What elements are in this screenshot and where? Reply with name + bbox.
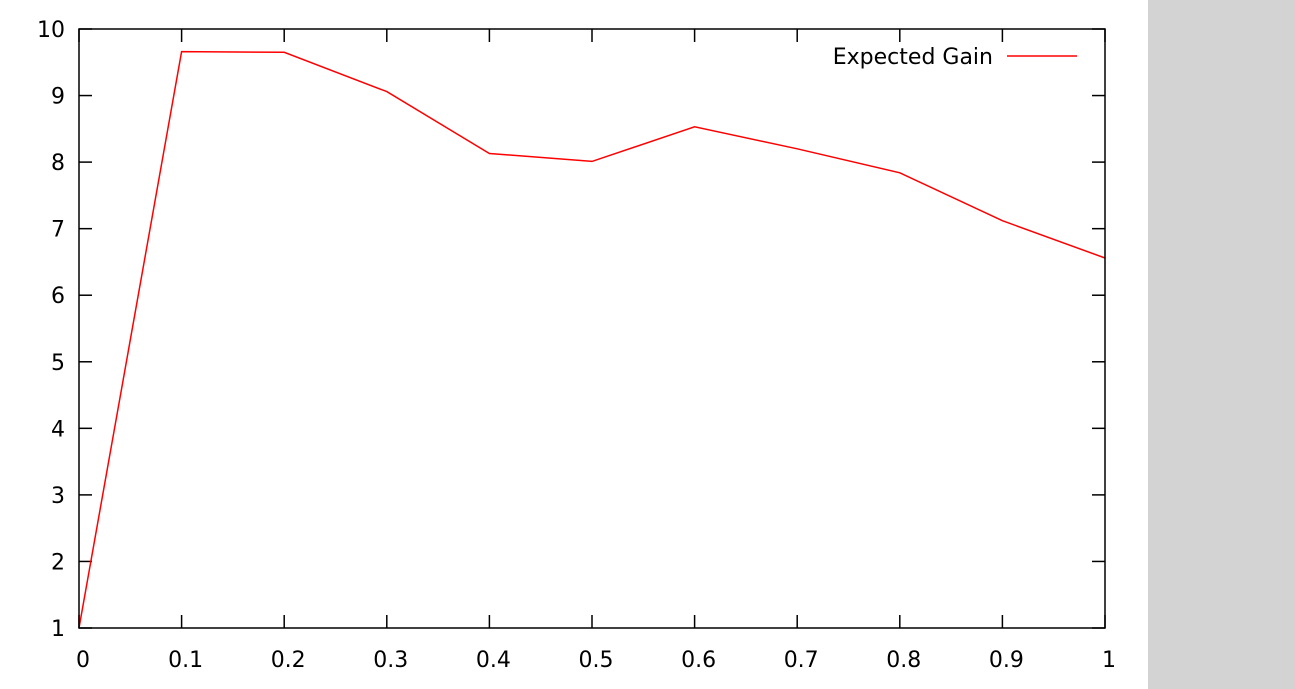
y-tick-labels: 1 2 3 4 5 6 7 8 9 10: [37, 18, 65, 642]
y-tick-label: 2: [51, 550, 65, 575]
tick-marks: [78, 28, 1106, 629]
x-tick-label: 0.1: [168, 648, 203, 673]
legend-label: Expected Gain: [833, 45, 993, 70]
side-panel: [1148, 0, 1295, 689]
x-tick-label: 1: [1102, 648, 1116, 673]
y-tick-label: 7: [51, 218, 65, 243]
y-tick-label: 8: [51, 151, 65, 176]
legend: Expected Gain: [833, 45, 1077, 70]
x-tick-label: 0: [76, 648, 90, 673]
x-tick-label: 0.2: [271, 648, 306, 673]
y-tick-label: 1: [51, 617, 65, 642]
x-tick-label: 0.5: [579, 648, 614, 673]
x-tick-label: 0.7: [784, 648, 819, 673]
y-tick-label: 6: [51, 284, 65, 309]
x-tick-labels: 0 0.1 0.2 0.3 0.4 0.5 0.6 0.7 0.8 0.9 1: [76, 648, 1116, 673]
x-tick-label: 0.4: [476, 648, 511, 673]
x-tick-label: 0.8: [886, 648, 921, 673]
series-line-expected-gain: [78, 50, 1106, 629]
x-tick-label: 0.6: [681, 648, 716, 673]
y-tick-label: 9: [51, 85, 65, 110]
y-tick-label: 10: [37, 18, 65, 43]
series-layer: [78, 50, 1106, 629]
y-tick-label: 5: [51, 351, 65, 376]
y-tick-label: 4: [51, 417, 65, 442]
y-tick-label: 3: [51, 484, 65, 509]
x-tick-label: 0.3: [373, 648, 408, 673]
x-tick-label: 0.9: [989, 648, 1024, 673]
plot-frame: [78, 28, 1106, 629]
line-chart: 0 0.1 0.2 0.3 0.4 0.5 0.6 0.7 0.8 0.9 1 1234567891…: [37, 18, 1116, 673]
